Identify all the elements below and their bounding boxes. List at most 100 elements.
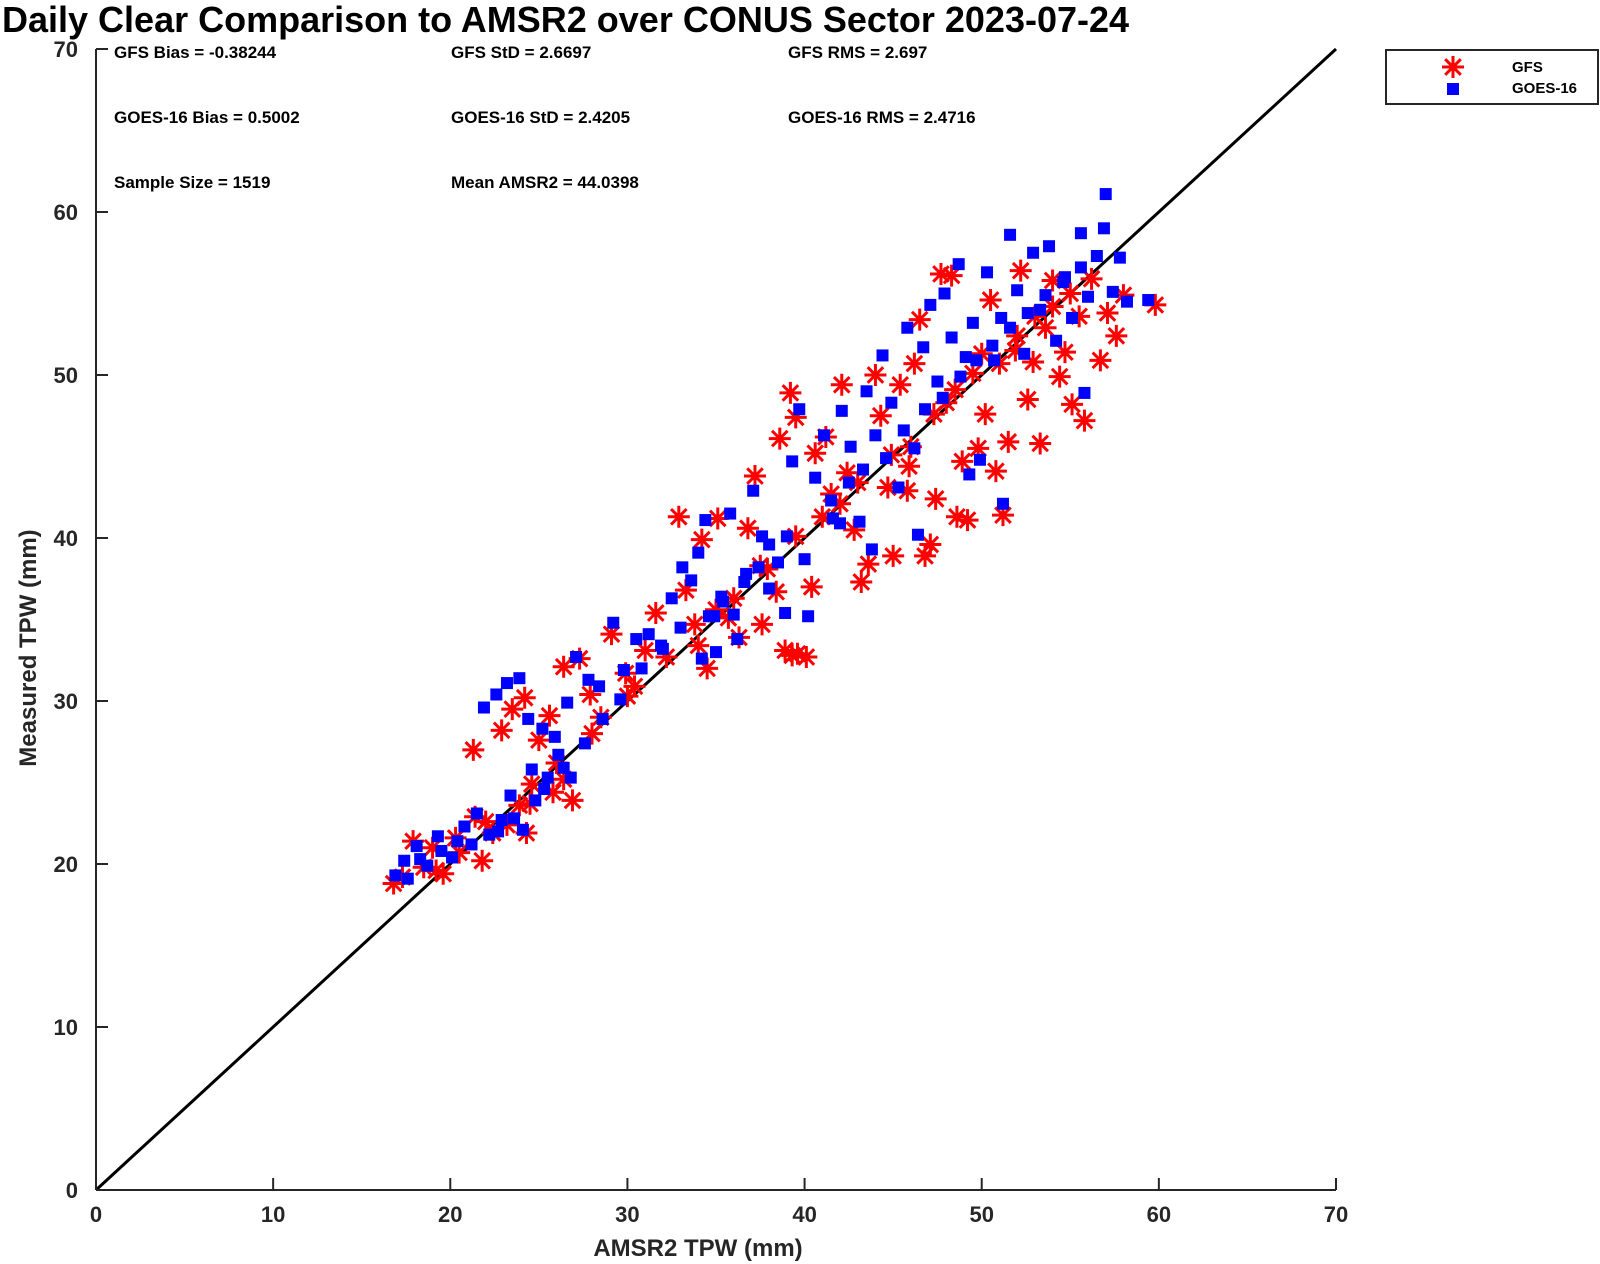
data-point-goes16: [798, 553, 811, 566]
data-point-gfs: [513, 686, 536, 709]
data-point-goes16: [495, 813, 508, 826]
statistics-block: GFS Bias = -0.38244 GFS StD = 2.6697 GFS R…: [114, 43, 976, 192]
data-point-goes16: [401, 872, 414, 885]
data-point-gfs: [974, 403, 997, 426]
x-tick-label: 50: [969, 1202, 993, 1227]
stat-text: GFS Bias = -0.38244: [114, 43, 277, 62]
data-point-goes16: [779, 606, 792, 619]
data-point-gfs: [768, 427, 791, 450]
data-point-goes16: [536, 722, 549, 735]
stat-text: Sample Size = 1519: [114, 173, 270, 192]
data-point-goes16: [431, 830, 444, 843]
data-point-gfs: [991, 504, 1014, 527]
data-point-goes16: [692, 546, 705, 559]
data-point-gfs: [1029, 432, 1052, 455]
data-point-gfs: [984, 460, 1007, 483]
data-point-goes16: [869, 429, 882, 442]
data-point-goes16: [835, 404, 848, 417]
data-point-gfs: [929, 262, 952, 285]
data-point-gfs: [795, 645, 818, 668]
data-point-goes16: [747, 484, 760, 497]
data-point-gfs: [970, 342, 993, 365]
data-point-goes16: [685, 574, 698, 587]
data-point-gfs: [1006, 324, 1029, 347]
data-point-goes16: [1090, 250, 1103, 263]
y-tick-label: 0: [66, 1178, 78, 1203]
data-point-gfs: [751, 613, 774, 636]
data-point-gfs: [1023, 305, 1046, 328]
data-point-goes16: [970, 354, 983, 367]
data-point-gfs: [967, 437, 990, 460]
data-point-goes16: [952, 258, 965, 271]
y-tick-label: 20: [54, 852, 78, 877]
data-point-goes16: [552, 748, 565, 761]
data-point-goes16: [635, 662, 648, 675]
data-point-goes16: [564, 771, 577, 784]
data-point-gfs: [889, 373, 912, 396]
data-point-gfs: [644, 601, 667, 624]
data-point-gfs: [836, 461, 859, 484]
data-point-goes16: [959, 351, 972, 364]
data-point-gfs: [696, 657, 719, 680]
data-point-goes16: [793, 403, 806, 416]
data-point-gfs: [527, 729, 550, 752]
data-point-gfs: [914, 544, 937, 567]
data-point-gfs: [722, 587, 745, 610]
data-point-goes16: [1097, 222, 1110, 235]
data-point-goes16: [458, 820, 471, 833]
data-point-goes16: [522, 712, 535, 725]
data-point-gfs: [781, 644, 804, 667]
data-point-gfs: [830, 373, 853, 396]
data-point-goes16: [596, 712, 609, 725]
data-point-goes16: [825, 494, 838, 507]
y-tick-label: 70: [54, 37, 78, 62]
data-point-goes16: [936, 391, 949, 404]
data-point-goes16: [919, 403, 932, 416]
data-point-gfs: [869, 404, 892, 427]
data-point-gfs: [432, 862, 455, 885]
data-point-goes16: [1066, 311, 1079, 324]
legend-goes16-square: [1447, 83, 1459, 95]
data-point-goes16: [1004, 228, 1017, 241]
data-point-goes16: [786, 455, 799, 468]
legend-box: [1385, 49, 1599, 105]
data-point-gfs: [542, 781, 565, 804]
data-point-goes16: [911, 528, 924, 541]
data-point-gfs: [857, 553, 880, 576]
data-point-gfs: [882, 544, 905, 567]
data-point-gfs: [1041, 295, 1064, 318]
data-point-goes16: [1027, 246, 1040, 259]
data-point-gfs: [804, 442, 827, 465]
data-point-gfs: [908, 308, 931, 331]
data-point-goes16: [582, 673, 595, 686]
data-point-gfs: [690, 528, 713, 551]
data-point-goes16: [1074, 261, 1087, 274]
data-point-goes16: [809, 471, 822, 484]
data-point-goes16: [1106, 285, 1119, 298]
data-point-gfs: [462, 738, 485, 761]
data-point-goes16: [931, 375, 944, 388]
data-point-gfs: [1034, 316, 1057, 339]
axes: 0 10 20 30 40 50 60 70 0 10 20 30 40 50 60 70: [54, 37, 1349, 1227]
data-point-goes16: [834, 517, 846, 530]
data-point-goes16: [853, 515, 866, 528]
data-point-gfs: [520, 773, 543, 796]
data-point-goes16: [865, 543, 878, 556]
data-point-gfs: [655, 645, 678, 668]
data-point-goes16: [763, 538, 776, 551]
legend-label-gfs: GFS: [1512, 59, 1543, 76]
data-point-goes16: [548, 730, 561, 743]
data-point-goes16: [389, 869, 402, 882]
stat-text: GOES-16 StD = 2.4205: [451, 108, 630, 127]
data-point-goes16: [1021, 307, 1034, 320]
data-point-gfs: [850, 571, 873, 594]
data-point-gfs: [1053, 341, 1076, 364]
data-point-goes16: [842, 476, 855, 489]
data-point-goes16: [630, 633, 643, 646]
stat-text: GOES-16 Bias = 0.5002: [114, 108, 300, 127]
data-point-gfs: [811, 505, 834, 528]
data-point-goes16: [642, 628, 655, 641]
legend: GFS GOES-16: [1385, 49, 1599, 105]
data-point-goes16: [1099, 188, 1112, 201]
